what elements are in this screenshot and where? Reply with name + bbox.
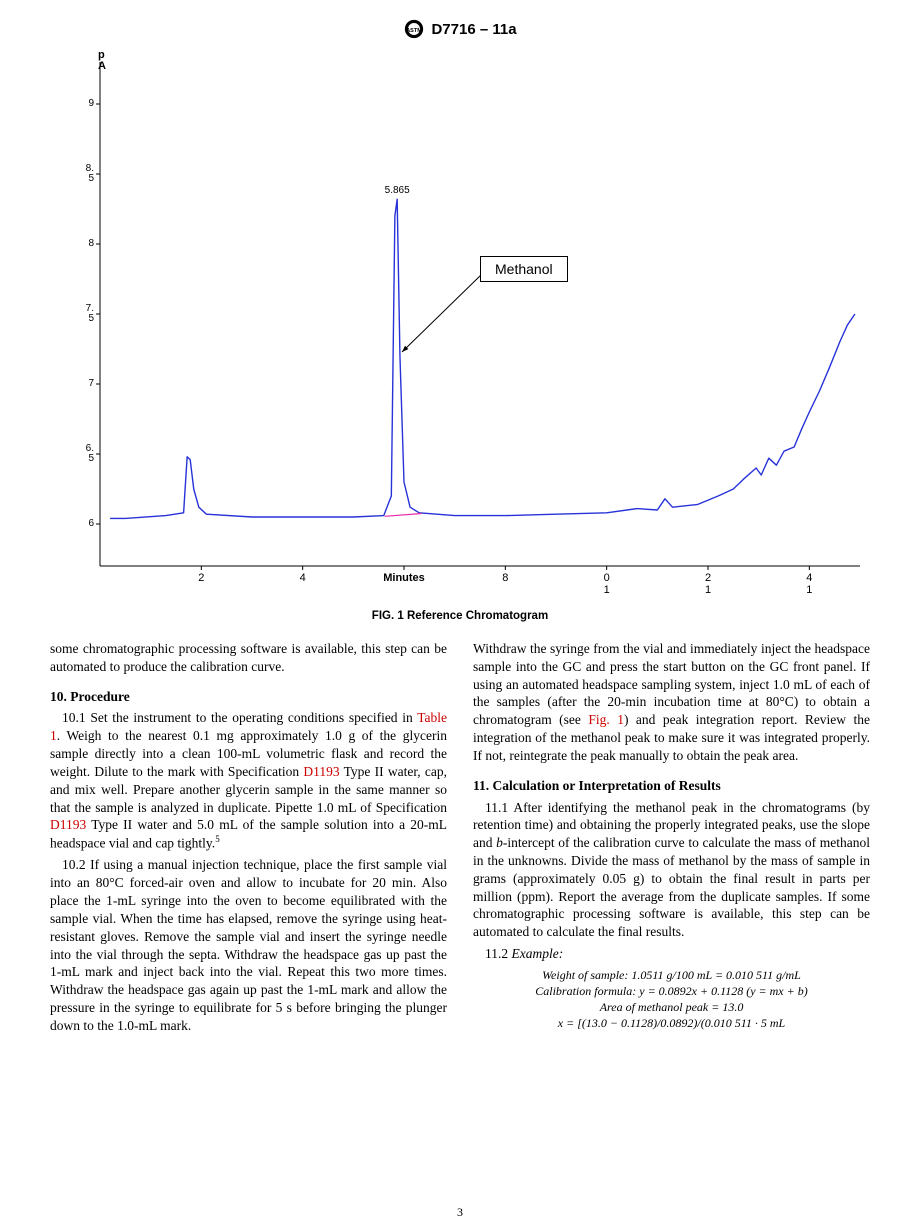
figure-caption: FIG. 1 Reference Chromatogram (50, 610, 870, 622)
col2-continuation: Withdraw the syringe from the vial and i… (473, 640, 870, 765)
y-tick-label: 6.5 (70, 444, 94, 464)
section-11-heading: 11. Calculation or Interpretation of Res… (473, 777, 870, 795)
lead-paragraph: some chromatographic processing software… (50, 640, 447, 676)
chromatogram-chart: p A 9 8.5 8 7.5 7 6.5 6 2 4 8 01 21 41 Minutes 5.86… (50, 46, 870, 606)
section-11-1: 11.1 After identifying the methanol peak… (473, 799, 870, 942)
section-10-2: 10.2 If using a manual injection techniq… (50, 856, 447, 1034)
x-tick-label: 2 (198, 572, 204, 584)
y-tick-label: 8.5 (70, 164, 94, 184)
astm-logo-icon: ASTM (403, 18, 425, 40)
fig-1-link[interactable]: Fig. 1 (588, 712, 624, 727)
y-axis-unit: p A (98, 50, 106, 72)
section-11-2: 11.2 Example: (473, 945, 870, 963)
x-tick-label: 4 (300, 572, 306, 584)
x-axis-label: Minutes (383, 572, 425, 584)
methanol-annotation: Methanol (480, 256, 568, 282)
page-number: 3 (0, 1205, 920, 1220)
column-left: some chromatographic processing software… (50, 640, 447, 1039)
d1193-link[interactable]: D1193 (303, 764, 339, 779)
x-tick-label: 01 (604, 572, 610, 596)
y-tick-label: 6 (70, 519, 94, 529)
y-tick-label: 7.5 (70, 304, 94, 324)
doc-id: D7716 – 11a (431, 21, 516, 38)
section-10-heading: 10. Procedure (50, 688, 447, 706)
svg-text:ASTM: ASTM (407, 28, 423, 34)
example-equations: Weight of sample: 1.0511 g/100 mL = 0.01… (473, 967, 870, 1032)
x-tick-label: 41 (806, 572, 812, 596)
peak-retention-label: 5.865 (385, 185, 410, 196)
y-tick-label: 9 (70, 99, 94, 109)
y-tick-label: 7 (70, 379, 94, 389)
y-tick-label: 8 (70, 239, 94, 249)
footnote-5: 5 (215, 834, 220, 844)
column-right: Withdraw the syringe from the vial and i… (473, 640, 870, 1039)
body-columns: some chromatographic processing software… (50, 640, 870, 1039)
section-10-1: 10.1 Set the instrument to the operating… (50, 709, 447, 852)
d1193-link-2[interactable]: D1193 (50, 817, 86, 832)
x-tick-label: 8 (502, 572, 508, 584)
doc-header: ASTM D7716 – 11a (50, 18, 870, 40)
x-tick-label: 21 (705, 572, 711, 596)
